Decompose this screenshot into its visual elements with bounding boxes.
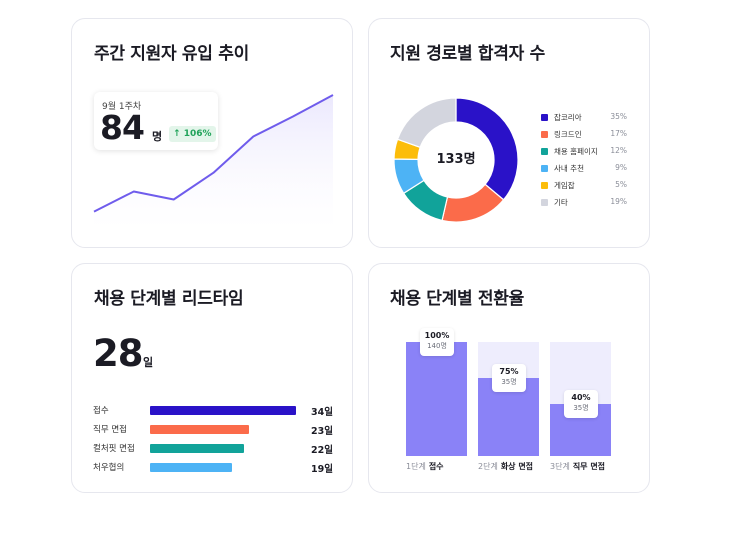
change-badge: ↑ 106% (169, 126, 216, 142)
tooltip-unit: 명 (152, 130, 163, 143)
legend-item: 링크드인 17% (541, 128, 627, 145)
weekly-inflow-card: 주간 지원자 유입 추이 9월 1주차 84 명 ↑ 106% (71, 18, 353, 248)
conversion-count: 35명 (573, 403, 589, 412)
legend-swatch (541, 148, 548, 155)
conversion-bar (406, 342, 467, 456)
donut-legend: 잡코리아 35% 링크드인 17% 채용 홈페이지 12% 사내 추천 9% 게임잡 5% 기타 19… (541, 111, 627, 213)
leadtime-title: 채용 단계별 리드타임 (94, 289, 244, 309)
leadtime-row-label: 직무 면접 (93, 425, 127, 435)
leadtime-bar (150, 406, 296, 415)
weekly-inflow-title: 주간 지원자 유입 추이 (94, 44, 249, 64)
conversion-card: 채용 단계별 전환율 100% 140명 1단계 접수 75% 35명 2단계 화상 면접 40… (368, 263, 650, 493)
conversion-column: 100% 140명 (406, 328, 467, 456)
conversion-stage-label: 2단계 화상 면접 (478, 461, 533, 472)
conversion-title: 채용 단계별 전환율 (390, 289, 524, 309)
conversion-column: 75% 35명 (478, 342, 539, 456)
legend-percent: 12% (610, 146, 627, 155)
leadtime-row: 컬처핏 면접 22일 (93, 442, 333, 456)
tooltip-week: 9월 1주차 (102, 102, 142, 112)
legend-label: 기타 (554, 198, 568, 207)
conversion-data-label: 100% 140명 (420, 328, 454, 356)
donut-slice (396, 97, 457, 149)
stage-name: 접수 (428, 462, 444, 471)
stage-step: 1단계 (406, 462, 426, 471)
legend-label: 링크드인 (554, 130, 582, 139)
weekly-inflow-chart (93, 94, 334, 230)
donut-slice (455, 97, 519, 201)
leadtime-row-value: 19일 (311, 464, 333, 475)
conversion-column: 40% 35명 (550, 342, 611, 456)
legend-label: 사내 추천 (554, 164, 584, 173)
leadtime-row: 접수 34일 (93, 404, 333, 418)
legend-item: 기타 19% (541, 196, 627, 213)
legend-percent: 35% (610, 112, 627, 121)
stage-name: 직무 면접 (572, 462, 606, 471)
leadtime-row: 처우협의 19일 (93, 461, 333, 475)
legend-percent: 9% (615, 163, 627, 172)
donut-center-total: 133명 (436, 152, 476, 167)
legend-item: 채용 홈페이지 12% (541, 145, 627, 162)
leadtime-total-value: 28 (93, 332, 143, 375)
leadtime-row-label: 접수 (93, 406, 109, 416)
leadtime-row-value: 22일 (311, 445, 333, 456)
legend-label: 잡코리아 (554, 113, 582, 122)
weekly-inflow-tooltip: 9월 1주차 84 명 ↑ 106% (94, 92, 218, 150)
weekly-inflow-line (93, 94, 334, 213)
leadtime-bar (150, 463, 232, 472)
source-donut-chart (393, 97, 519, 223)
arrow-up-icon: ↑ (173, 129, 181, 139)
leadtime-bar (150, 444, 245, 453)
leadtime-total-unit: 일 (143, 356, 154, 369)
stage-name: 화상 면접 (500, 462, 534, 471)
legend-label: 게임잡 (554, 181, 575, 190)
source-hires-title: 지원 경로별 합격자 수 (390, 44, 545, 64)
leadtime-row-value: 23일 (311, 426, 333, 437)
conversion-percent: 100% (424, 331, 450, 340)
legend-swatch (541, 182, 548, 189)
leadtime-row: 직무 면접 23일 (93, 423, 333, 437)
legend-swatch (541, 199, 548, 206)
conversion-percent: 75% (499, 367, 519, 377)
source-hires-card: 지원 경로별 합격자 수 133명 잡코리아 35% 링크드인 17% 채용 홈페이지 1… (368, 18, 650, 248)
conversion-stage-label: 3단계 직무 면접 (550, 461, 605, 472)
legend-item: 게임잡 5% (541, 179, 627, 196)
leadtime-row-value: 34일 (311, 407, 333, 418)
conversion-count: 35명 (501, 378, 517, 387)
conversion-data-label: 40% 35명 (564, 389, 598, 418)
legend-swatch (541, 114, 548, 121)
change-value: 106% (183, 129, 212, 139)
legend-swatch (541, 131, 548, 138)
legend-percent: 5% (615, 180, 627, 189)
stage-step: 2단계 (478, 462, 498, 471)
legend-item: 잡코리아 35% (541, 111, 627, 128)
leadtime-bar (150, 425, 249, 434)
stage-step: 3단계 (550, 462, 570, 471)
conversion-stage-label: 1단계 접수 (406, 461, 444, 472)
tooltip-value: 84 (100, 108, 145, 147)
legend-item: 사내 추천 9% (541, 162, 627, 179)
legend-percent: 17% (610, 129, 627, 138)
legend-percent: 19% (610, 197, 627, 206)
leadtime-row-label: 컬처핏 면접 (93, 444, 135, 454)
conversion-percent: 40% (571, 392, 591, 402)
conversion-count: 140명 (427, 342, 447, 350)
conversion-data-label: 75% 35명 (492, 364, 526, 393)
legend-swatch (541, 165, 548, 172)
legend-label: 채용 홈페이지 (554, 147, 598, 156)
leadtime-row-label: 처우협의 (93, 463, 125, 473)
